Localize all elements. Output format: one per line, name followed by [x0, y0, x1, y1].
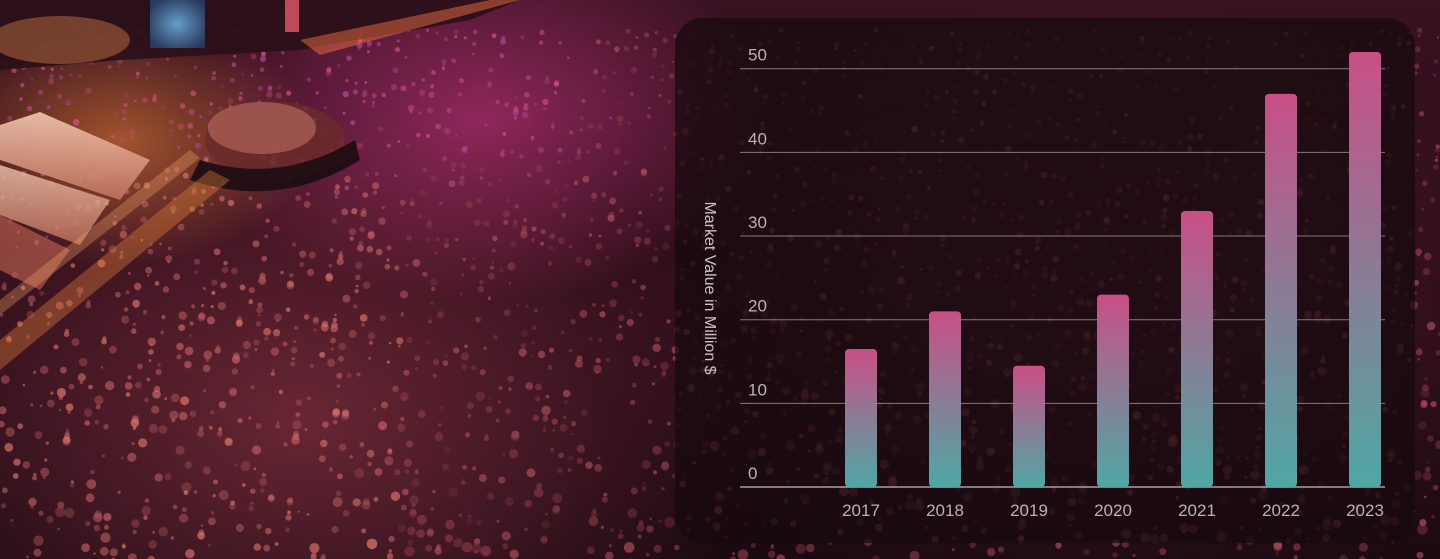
y-tick-label: 20 [748, 297, 767, 316]
y-axis-label: Market Value in Million $ [701, 201, 718, 374]
bar-2018 [929, 311, 961, 487]
x-tick-label: 2022 [1262, 501, 1300, 520]
bar-2017 [845, 348, 877, 487]
bar-2019 [1013, 365, 1045, 487]
x-tick-label: 2017 [842, 501, 880, 520]
bar-2021 [1181, 210, 1213, 487]
y-tick-label: 10 [748, 380, 767, 399]
y-tick-label: 40 [748, 129, 767, 148]
y-tick-label: 0 [748, 464, 757, 483]
x-tick-label: 2020 [1094, 501, 1132, 520]
y-tick-label: 50 [748, 46, 767, 65]
x-tick-label: 2023 [1346, 501, 1384, 520]
x-tick-labels: 2017 2018 2019 2020 2021 2022 2023 [842, 501, 1384, 520]
bar-2020 [1097, 294, 1129, 487]
x-tick-label: 2018 [926, 501, 964, 520]
bar-chart: 0 10 20 30 40 50 2017 2018 2019 2020 2021 2022 2023… [701, 46, 1385, 520]
bars [845, 52, 1381, 488]
y-tick-labels: 0 10 20 30 40 50 [748, 46, 767, 483]
x-tick-label: 2019 [1010, 501, 1048, 520]
bar-2022 [1265, 93, 1297, 488]
bar-2023 [1349, 52, 1381, 487]
x-tick-label: 2021 [1178, 501, 1216, 520]
y-tick-label: 30 [748, 213, 767, 232]
chart-panel: 0 10 20 30 40 50 2017 2018 2019 2020 2021 2022 2023… [675, 18, 1415, 543]
